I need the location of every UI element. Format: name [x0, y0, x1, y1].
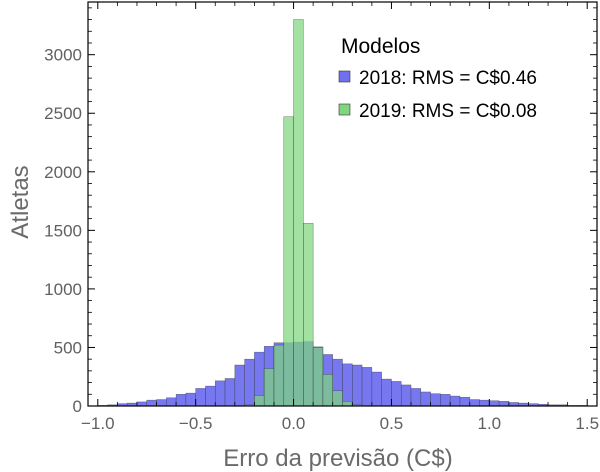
histogram-bar: [175, 394, 187, 407]
histogram-bar: [146, 399, 157, 407]
histogram-bar: [459, 396, 470, 407]
histogram-bar: [322, 374, 333, 407]
histogram-bar: [400, 384, 412, 407]
histogram-bar: [449, 395, 461, 407]
legend: Modelos 2018: RMS = C$0.46 2019: RMS = C…: [338, 35, 537, 122]
histogram-bar: [332, 390, 343, 407]
histogram-bar: [420, 391, 431, 407]
x-tick-label: −0.5: [179, 414, 213, 433]
y-tick-label: 3000: [44, 46, 82, 65]
x-tick-label: 0.5: [380, 414, 404, 433]
histogram-bar: [136, 401, 147, 407]
histogram-bar: [234, 364, 245, 407]
histogram-bar: [312, 347, 324, 407]
legend-title: Modelos: [341, 35, 420, 58]
histogram-bar: [195, 388, 206, 407]
histogram-bar: [381, 378, 392, 407]
y-tick-label: 1000: [44, 280, 82, 299]
y-tick-label: 2000: [44, 163, 82, 182]
histogram-bar: [489, 400, 500, 407]
legend-swatch-2018: [338, 70, 351, 83]
x-tick-label: 1.5: [575, 414, 599, 433]
histogram-bar: [440, 394, 451, 407]
x-tick-label: 0.0: [282, 414, 306, 433]
histogram-bar: [342, 363, 353, 407]
x-axis-ticks: −1.0 −0.5 0.0 0.5 1.0 1.5: [81, 2, 599, 433]
histogram-bar: [430, 393, 441, 407]
histogram-bar: [371, 371, 382, 407]
histogram-bar: [410, 388, 422, 407]
histogram-bar: [498, 401, 510, 407]
histogram-bar: [166, 397, 177, 407]
legend-label-2019: 2019: RMS = C$0.08: [359, 101, 537, 122]
x-axis-label: Erro da previsão (C$): [223, 445, 452, 472]
histogram-bar: [263, 368, 275, 407]
histogram-bar: [273, 344, 285, 407]
histogram-bar: [224, 378, 236, 407]
histogram-bar: [293, 19, 304, 407]
histogram-bar: [205, 385, 216, 407]
legend-label-2018: 2018: RMS = C$0.46: [359, 68, 537, 89]
histogram-bar: [156, 399, 167, 407]
histogram-bar: [254, 395, 265, 407]
legend-swatch-2019: [338, 103, 351, 116]
histogram-bar: [342, 401, 353, 407]
histogram-bar: [391, 381, 402, 407]
x-tick-label: −1.0: [81, 414, 115, 433]
y-tick-label: 1500: [44, 221, 82, 240]
y-tick-label: 0: [73, 397, 82, 416]
histogram-bar: [479, 399, 490, 407]
histogram-bar: [283, 116, 294, 407]
y-tick-label: 500: [54, 338, 82, 357]
histogram-bar: [215, 380, 226, 407]
histogram-bar: [361, 367, 373, 407]
histogram-bar: [244, 358, 255, 407]
plot-frame: [87, 1, 598, 407]
histogram-bar: [469, 399, 480, 407]
plot-border: [87, 1, 598, 407]
y-axis-ticks: 0 500 1000 1500 2000 2500 3000: [44, 7, 597, 416]
y-tick-label: 2500: [44, 104, 82, 123]
histogram-bar: [303, 223, 314, 407]
histogram-bar: [352, 364, 363, 407]
y-axis-label: Atletas: [7, 165, 34, 238]
x-tick-label: 1.0: [478, 414, 502, 433]
histogram-bar: [185, 392, 196, 407]
